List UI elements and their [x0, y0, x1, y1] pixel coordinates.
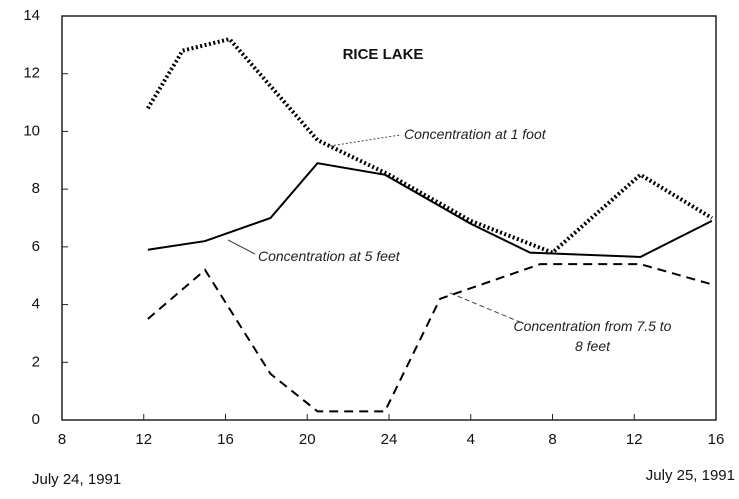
x-tick-label: 4: [467, 431, 475, 448]
x-tick-label: 12: [626, 431, 643, 448]
leader-line: [329, 134, 401, 147]
x-tick-label: 12: [135, 431, 152, 448]
y-tick-label: 8: [32, 180, 40, 197]
date-label: July 25, 1991: [646, 467, 735, 484]
y-tick-label: 0: [32, 411, 40, 428]
y-tick-label: 2: [32, 353, 40, 370]
data-line: [147, 162, 713, 258]
plot-frame: [61, 15, 717, 421]
series-label: Concentration at 1 foot: [404, 126, 546, 142]
y-tick-label: 12: [23, 65, 40, 82]
x-tick-label: 20: [299, 431, 316, 448]
x-tick-label: 16: [708, 431, 725, 448]
data-line: [146, 36, 713, 255]
chart-title: RICE LAKE: [343, 46, 424, 63]
data-line: [147, 263, 713, 413]
x-tick-label: 16: [217, 431, 234, 448]
y-tick-label: 4: [32, 296, 40, 313]
leader-line: [449, 292, 521, 323]
x-tick-label: 8: [548, 431, 556, 448]
leader-line: [227, 239, 256, 255]
series-label: Concentration from 7.5 to 8 feet: [513, 318, 672, 354]
y-tick-label: 10: [23, 122, 40, 139]
y-tick-label: 6: [32, 238, 40, 255]
series-label: Concentration at 5 feet: [258, 248, 400, 264]
x-tick-label: 8: [58, 431, 66, 448]
y-tick-label: 14: [23, 7, 40, 24]
date-label: July 24, 1991: [32, 471, 121, 488]
x-tick-label: 24: [381, 431, 398, 448]
